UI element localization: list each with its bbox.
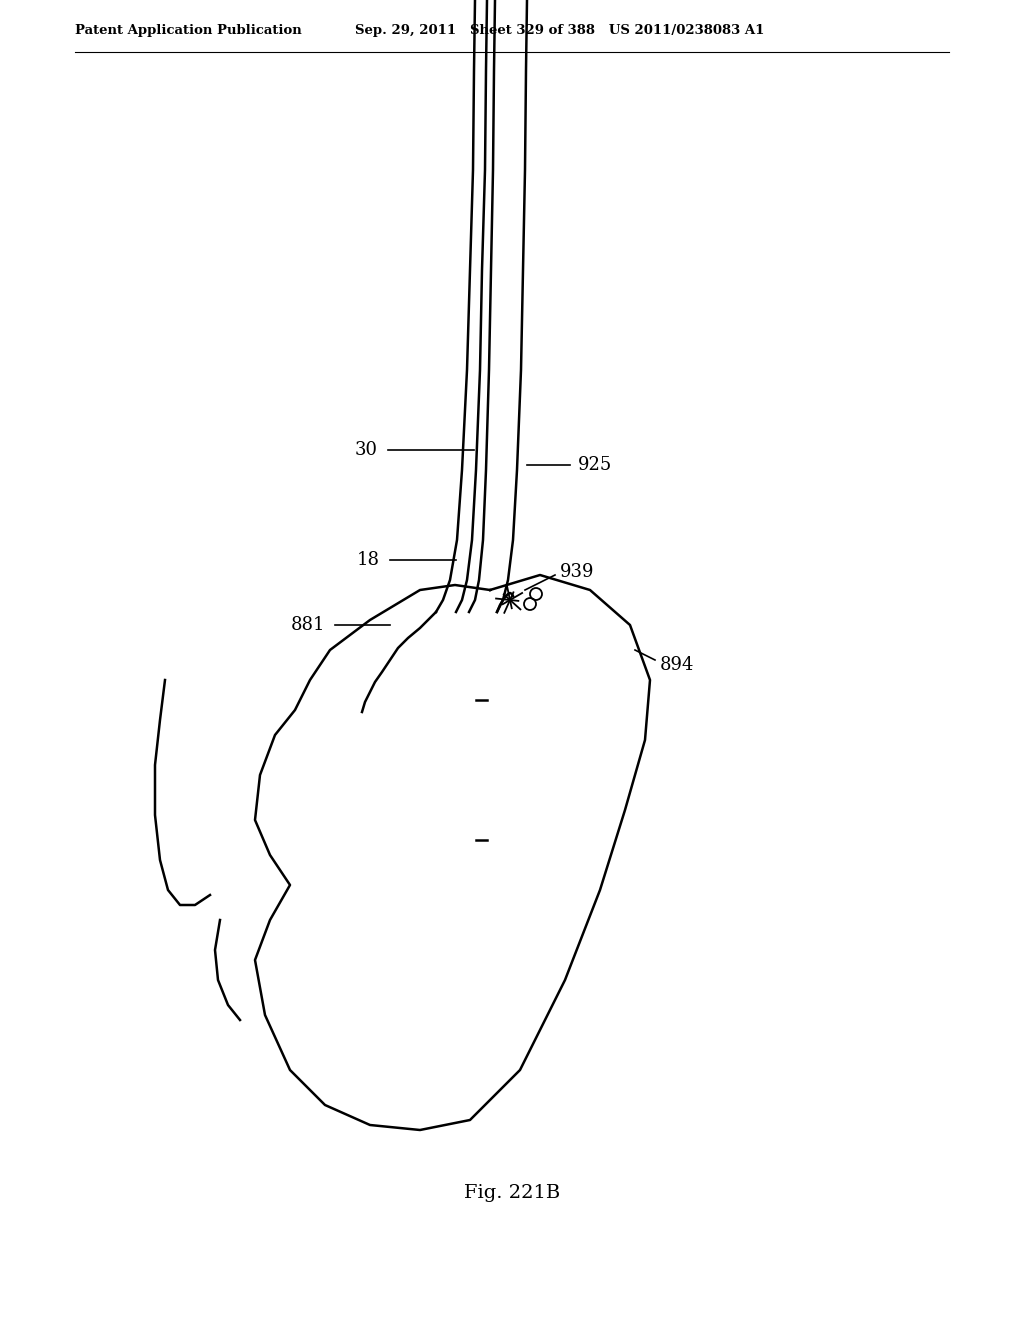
Text: 881: 881 <box>291 616 325 634</box>
Text: Patent Application Publication: Patent Application Publication <box>75 24 302 37</box>
Text: Fig. 221B: Fig. 221B <box>464 1184 560 1203</box>
Text: 894: 894 <box>660 656 694 675</box>
Text: 939: 939 <box>560 564 595 581</box>
Text: Sep. 29, 2011   Sheet 329 of 388   US 2011/0238083 A1: Sep. 29, 2011 Sheet 329 of 388 US 2011/0… <box>355 24 764 37</box>
Text: 30: 30 <box>355 441 378 459</box>
Text: 18: 18 <box>357 550 380 569</box>
Text: 925: 925 <box>578 455 612 474</box>
